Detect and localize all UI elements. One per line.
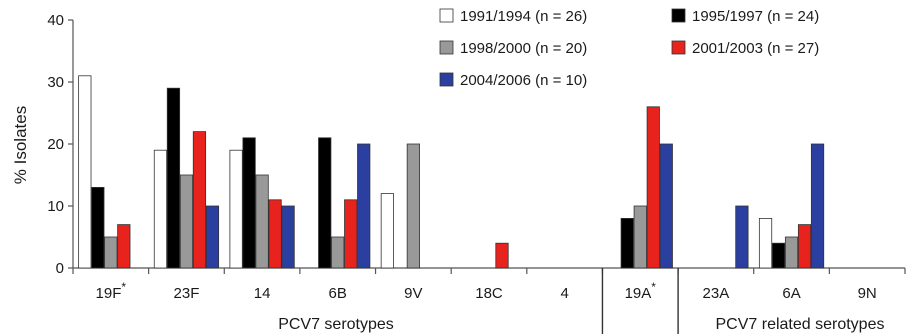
x-tick-label: 9N xyxy=(858,285,877,302)
bars xyxy=(78,75,825,269)
bar xyxy=(633,205,647,269)
group-label-pcv7: PCV7 serotypes xyxy=(278,316,394,333)
legend-swatch xyxy=(671,40,686,55)
bar xyxy=(659,143,673,269)
y-tick-label: 0 xyxy=(56,260,64,277)
legend-label: 1991/1994 (n = 26) xyxy=(460,8,587,25)
bar xyxy=(179,174,194,269)
x-tick-label: 9V xyxy=(404,285,422,302)
x-tick-label: 6A xyxy=(782,285,800,302)
bar xyxy=(646,106,660,269)
y-axis-label: % Isolates xyxy=(11,106,30,184)
bar xyxy=(406,143,420,269)
x-tick-labels: 19F* 23F 14 6B 9V 18C 4 19A* 23A 6A 9N xyxy=(96,280,877,302)
bar xyxy=(797,224,812,269)
bar xyxy=(192,131,207,269)
bar xyxy=(268,199,282,269)
bar xyxy=(153,149,168,269)
bar xyxy=(166,87,181,269)
bar xyxy=(620,217,634,269)
y-tick-labels: 0 10 20 30 40 xyxy=(47,12,64,277)
legend-label: 1995/1997 (n = 24) xyxy=(692,8,819,25)
bar xyxy=(318,137,332,269)
legend-label: 2004/2006 (n = 10) xyxy=(460,72,587,89)
y-tick-label: 20 xyxy=(47,136,64,153)
bar xyxy=(117,224,131,269)
bar xyxy=(229,149,243,269)
y-tick-label: 30 xyxy=(47,74,64,91)
y-tick-label: 10 xyxy=(47,198,64,215)
x-tick-label: 18C xyxy=(475,285,503,302)
bar xyxy=(380,193,394,269)
bar xyxy=(344,199,358,269)
bar xyxy=(495,242,509,269)
bar xyxy=(357,143,371,269)
x-tick-label: 14 xyxy=(254,285,271,302)
bar xyxy=(242,137,256,269)
legend-swatch xyxy=(439,40,454,55)
bar xyxy=(205,205,220,269)
x-tick-label: 4 xyxy=(560,285,568,302)
y-tick-label: 40 xyxy=(47,12,64,29)
bar xyxy=(281,205,295,269)
bar xyxy=(331,236,345,269)
bar xyxy=(735,205,749,269)
bar xyxy=(104,236,118,269)
legend-swatch xyxy=(439,72,454,87)
bar xyxy=(758,217,773,269)
bar xyxy=(78,75,92,269)
legend-swatch xyxy=(439,8,454,23)
legend-label: 1998/2000 (n = 20) xyxy=(460,40,587,57)
bar xyxy=(810,143,825,269)
bar xyxy=(771,242,786,269)
bar xyxy=(255,174,269,269)
bar xyxy=(91,186,105,269)
x-tick-label: 23F xyxy=(174,285,200,302)
x-tick-label: 23A xyxy=(703,285,730,302)
group-label-pcv7-related: PCV7 related serotypes xyxy=(716,316,885,333)
bar xyxy=(784,236,799,269)
x-tick-label: 19F* xyxy=(96,280,127,302)
x-tick-label: 19A* xyxy=(625,280,657,302)
legend-swatch xyxy=(671,8,686,23)
legend-label: 2001/2003 (n = 27) xyxy=(692,40,819,57)
legend: 1991/1994 (n = 26) 1995/1997 (n = 24) 1998… xyxy=(439,8,819,89)
x-tick-label: 6B xyxy=(329,285,347,302)
